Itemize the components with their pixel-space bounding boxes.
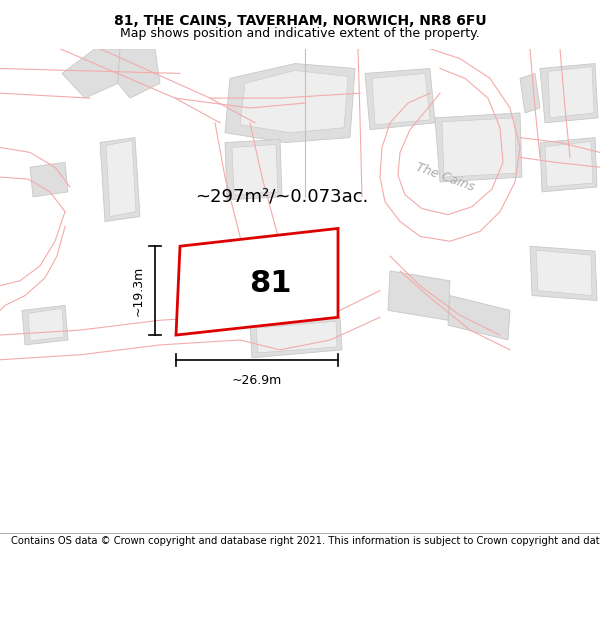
Text: ~26.9m: ~26.9m [232, 374, 282, 386]
Text: ~19.3m: ~19.3m [132, 266, 145, 316]
Polygon shape [30, 162, 68, 197]
Polygon shape [530, 246, 597, 301]
Polygon shape [232, 144, 278, 195]
Polygon shape [118, 49, 160, 98]
Polygon shape [106, 141, 136, 217]
Polygon shape [442, 118, 516, 177]
Polygon shape [520, 73, 540, 113]
Polygon shape [365, 69, 435, 130]
Polygon shape [100, 138, 140, 221]
Polygon shape [372, 73, 430, 125]
Polygon shape [448, 296, 510, 340]
Polygon shape [540, 64, 598, 122]
Polygon shape [435, 113, 522, 182]
Polygon shape [250, 318, 342, 357]
Text: 81: 81 [249, 269, 291, 298]
Polygon shape [62, 49, 120, 98]
Polygon shape [256, 321, 337, 353]
Text: ~297m²/~0.073ac.: ~297m²/~0.073ac. [195, 188, 368, 206]
Polygon shape [548, 66, 594, 118]
Polygon shape [240, 71, 348, 132]
Polygon shape [545, 141, 593, 187]
Polygon shape [22, 306, 68, 345]
Text: 81, THE CAINS, TAVERHAM, NORWICH, NR8 6FU: 81, THE CAINS, TAVERHAM, NORWICH, NR8 6F… [113, 14, 487, 28]
Polygon shape [225, 139, 282, 200]
Polygon shape [225, 64, 355, 142]
Polygon shape [28, 308, 64, 341]
Polygon shape [200, 238, 308, 325]
Polygon shape [536, 250, 592, 296]
Text: Contains OS data © Crown copyright and database right 2021. This information is : Contains OS data © Crown copyright and d… [11, 536, 600, 546]
Polygon shape [540, 138, 597, 192]
Text: The Cains: The Cains [414, 161, 476, 194]
Polygon shape [176, 228, 338, 335]
Polygon shape [388, 271, 450, 320]
Text: Map shows position and indicative extent of the property.: Map shows position and indicative extent… [120, 28, 480, 41]
